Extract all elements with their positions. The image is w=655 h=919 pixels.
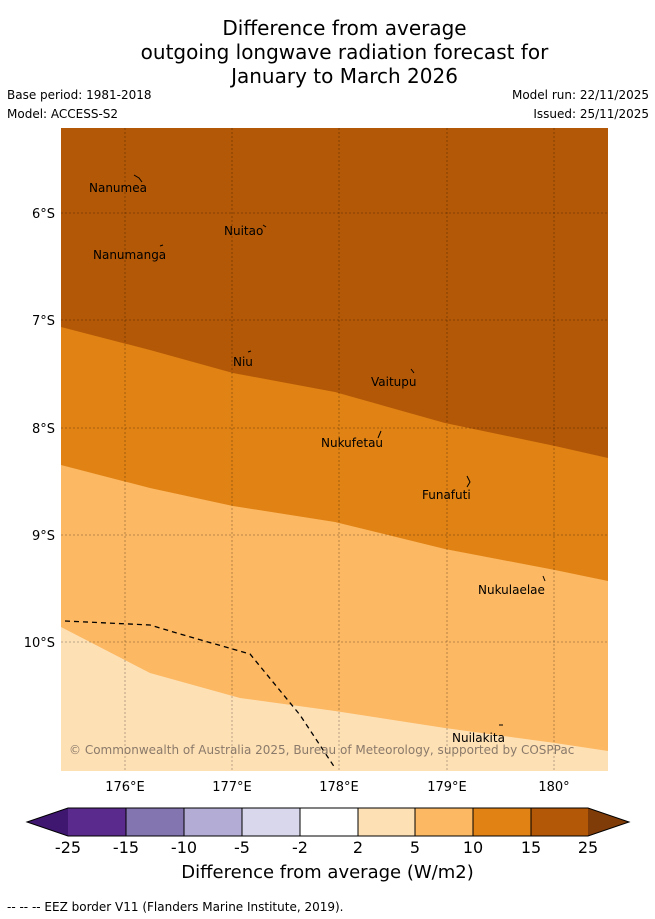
colorbar-swatch-9 — [531, 808, 588, 836]
label-vaitupu: Vaitupu — [371, 375, 417, 389]
title-line-3: January to March 2026 — [231, 64, 458, 88]
colorbar-swatch-3 — [184, 808, 242, 836]
colorbar-swatch-high-extend — [588, 808, 629, 836]
lon-tick-180: 180° — [538, 780, 569, 795]
colorbar-outline — [25, 807, 631, 837]
colorbar-swatch-6 — [358, 808, 415, 836]
anomaly-bands — [61, 128, 608, 771]
label-niu: Niu — [233, 355, 253, 369]
base-period: Base period: 1981-2018 — [7, 88, 152, 102]
colorbar: -25 -15 -10 -5 -2 2 5 10 15 25 — [25, 807, 631, 857]
label-nanumea: Nanumea — [89, 181, 147, 195]
colorbar-swatch-low-extend — [27, 808, 68, 836]
label-nukufetau: Nukufetau — [321, 436, 383, 450]
lon-tick-178e: 178°E — [319, 780, 359, 795]
colorbar-tick-3: -10 — [171, 838, 197, 857]
colorbar-tick-8: 10 — [463, 838, 483, 857]
vaitupu-outline — [410, 368, 415, 374]
colorbar-tick-2: -15 — [113, 838, 139, 857]
label-nukulaelae: Nukulaelae — [478, 583, 545, 597]
model-name: Model: ACCESS-S2 — [7, 107, 119, 121]
copyright-notice: © Commonwealth of Australia 2025, Bureau… — [69, 743, 574, 757]
label-nuilakita: Nuilakita — [452, 731, 505, 745]
colorbar-tick-9: 15 — [521, 838, 541, 857]
colorbar-tick-7: 5 — [410, 838, 420, 857]
island-outlines — [133, 174, 546, 726]
map-title: Difference from average outgoing longwav… — [0, 16, 655, 88]
nukufetau-outline — [377, 430, 382, 439]
colorbar-swatch-2 — [126, 808, 184, 836]
colorbar-tick-4: -5 — [234, 838, 250, 857]
nukulaelae-outline — [542, 575, 546, 582]
lat-tick-8s: 8°S — [32, 422, 55, 437]
colorbar-swatch-5 — [300, 808, 358, 836]
title-line-2: outgoing longwave radiation forecast for — [140, 40, 549, 64]
colorbar-swatch-8 — [473, 808, 531, 836]
nuitao-outline — [262, 224, 267, 228]
band-2-5 — [61, 627, 608, 771]
label-nuitao: Nuitao — [224, 224, 263, 238]
lon-tick-176e: 176°E — [105, 780, 145, 795]
label-funafuti: Funafuti — [422, 488, 471, 502]
colorbar-swatch-1 — [68, 808, 126, 836]
lat-tick-9s: 9°S — [32, 529, 55, 544]
colorbar-title: Difference from average (W/m2) — [181, 862, 474, 883]
issued-date: Issued: 25/11/2025 — [533, 107, 649, 121]
colorbar-swatch-4 — [242, 808, 300, 836]
model-run: Model run: 22/11/2025 — [511, 88, 649, 102]
lat-tick-10s: 10°S — [24, 636, 55, 651]
lon-tick-177e: 177°E — [212, 780, 252, 795]
nanumanga-outline — [159, 244, 164, 247]
colorbar-tick-1: -25 — [55, 838, 81, 857]
lat-tick-6s: 6°S — [32, 207, 55, 222]
label-nanumanga: Nanumanga — [93, 248, 166, 262]
lat-axis: 6°S 7°S 8°S 9°S 10°S — [24, 207, 55, 651]
grid-lines — [61, 128, 608, 771]
colorbar-swatch-7 — [415, 808, 473, 836]
colorbar-tick-10: 25 — [578, 838, 598, 857]
title-line-1: Difference from average — [222, 16, 467, 40]
niu-outline — [247, 350, 252, 353]
eez-legend-note: -- -- -- EEZ border V11 (Flanders Marine… — [7, 900, 344, 914]
colorbar-tick-5: -2 — [292, 838, 308, 857]
colorbar-tick-6: 2 — [353, 838, 363, 857]
nanumea-outline — [133, 174, 143, 183]
lon-axis: 176°E 177°E 178°E 179°E 180° — [105, 780, 569, 795]
funafuti-outline — [466, 475, 471, 488]
lon-tick-179e: 179°E — [427, 780, 467, 795]
lat-tick-7s: 7°S — [32, 314, 55, 329]
island-labels: Nanumea Nuitao Nanumanga Niu Vaitupu Nuk… — [89, 181, 545, 745]
